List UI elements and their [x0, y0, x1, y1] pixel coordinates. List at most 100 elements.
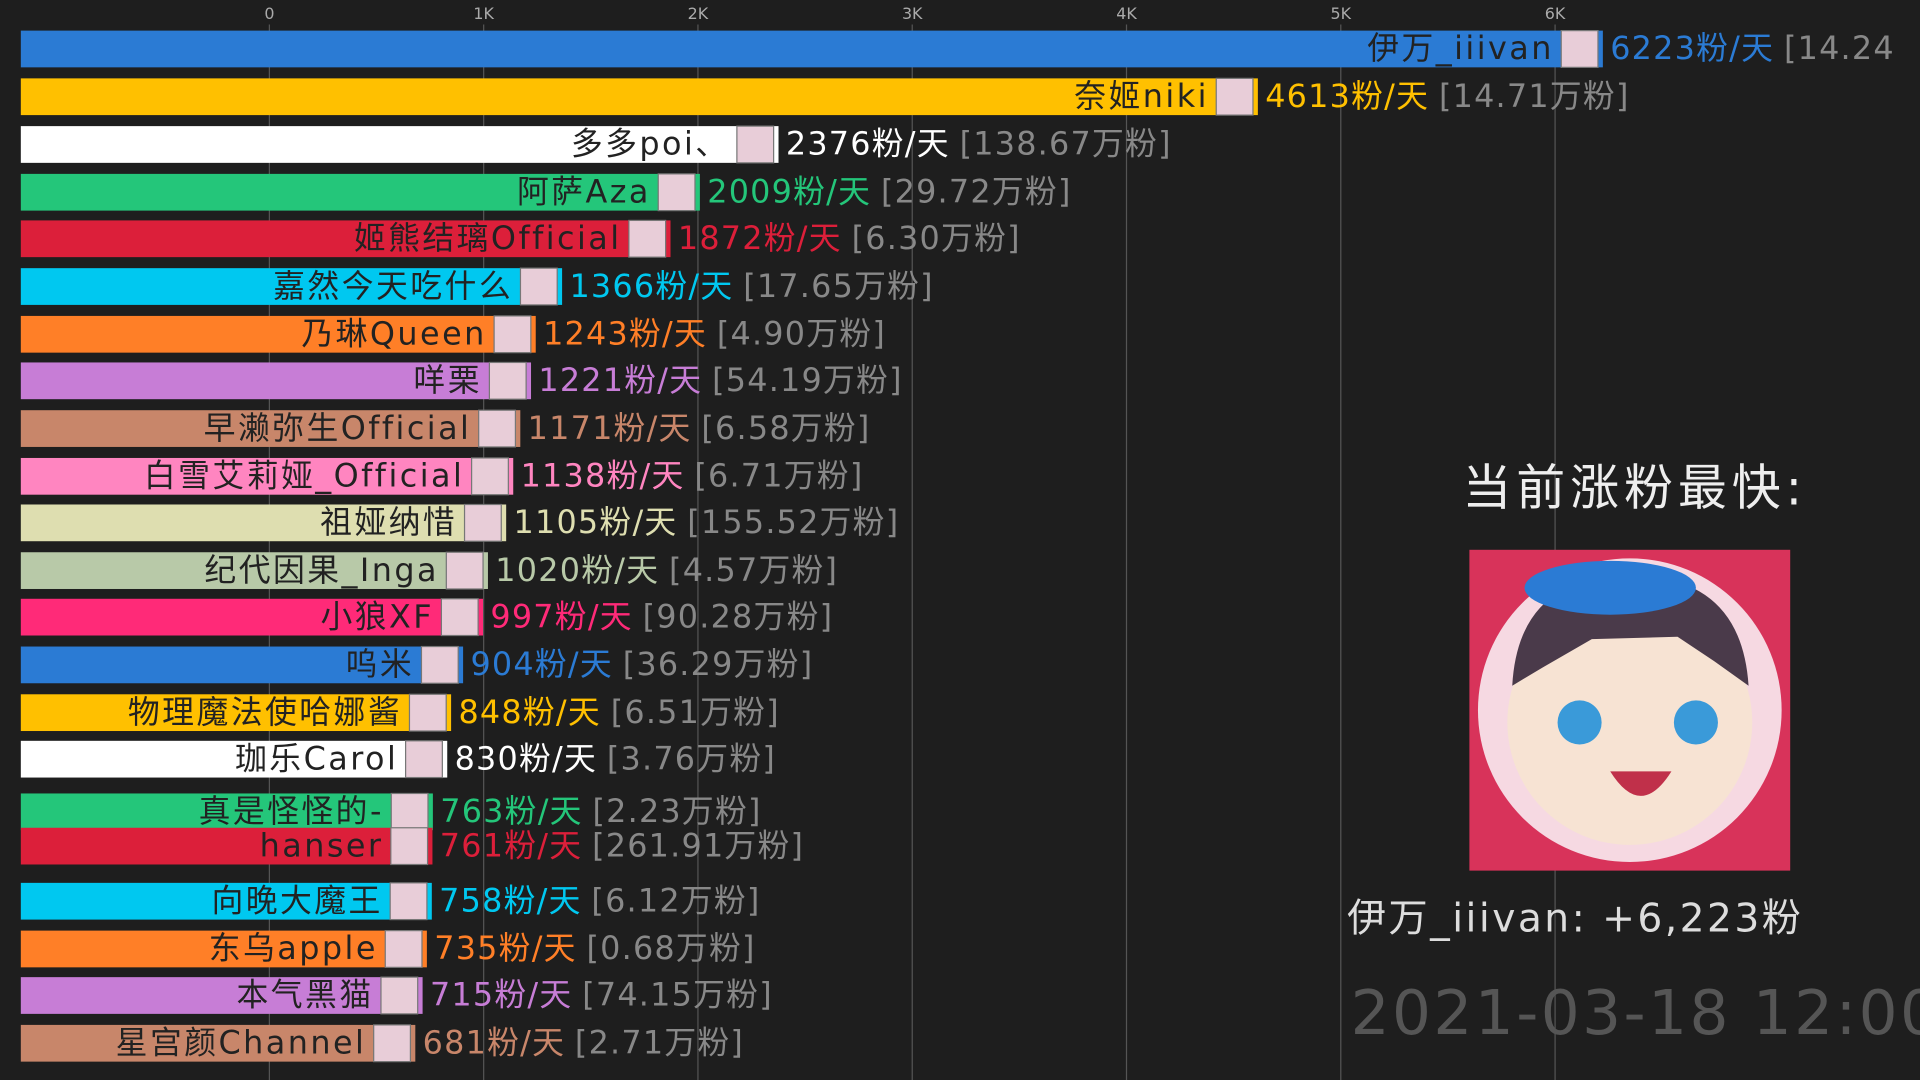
- x-tick-label: 2K: [688, 4, 709, 23]
- value-label: 830粉/天: [455, 739, 597, 777]
- follower-label: [4.90万粉]: [717, 315, 886, 353]
- bar-name: 纪代因果_Inga: [204, 551, 439, 589]
- bar-name: hanser: [260, 826, 384, 864]
- bar: [20, 1024, 416, 1062]
- bar: [20, 646, 464, 684]
- bar-name: 嘉然今天吃什么: [273, 267, 513, 305]
- date: 2021-03-18 12:00: [1351, 978, 1920, 1049]
- value-label: 1366粉/天: [569, 267, 733, 305]
- bar: [20, 457, 514, 495]
- bar: [20, 362, 532, 400]
- bar: [20, 268, 563, 305]
- value-label: 1243粉/天: [543, 315, 707, 353]
- bar-name: 星宫颜Channel: [116, 1023, 367, 1061]
- bar: [20, 793, 433, 831]
- x-tick-label: 4K: [1116, 4, 1137, 23]
- leader-caption: 伊万_iiivan: +6,223粉: [1347, 896, 1803, 941]
- follower-label: [14.71万粉]: [1439, 77, 1630, 115]
- bar-avatar: [657, 173, 696, 212]
- follower-label: [155.52万粉]: [687, 503, 899, 541]
- bar: [20, 220, 671, 258]
- bar-name: 姬熊结璃Official: [354, 219, 622, 257]
- bar-name: 伊万_iiivan: [1367, 29, 1554, 67]
- bar: [20, 740, 448, 778]
- bar-name: 多多poi、: [571, 125, 730, 163]
- bar: [20, 173, 700, 211]
- bar-avatar: [493, 315, 532, 354]
- bar: [20, 882, 432, 920]
- follower-label: [54.19万粉]: [712, 361, 903, 399]
- follower-label: [74.15万粉]: [582, 976, 773, 1014]
- bar-name: 奈姬niki: [1074, 77, 1209, 115]
- bars: 伊万_iiivan 6223粉/天 [14.24 奈姬niki 4613粉/天 [14.7…: [20, 29, 1895, 1063]
- bar: [20, 598, 484, 636]
- value-label: 1105粉/天: [514, 503, 678, 541]
- bar: [20, 30, 1603, 68]
- follower-label: [2.23万粉]: [593, 792, 762, 830]
- follower-label: [2.71万粉]: [575, 1023, 744, 1061]
- bar-name: 祖娅纳惜: [320, 503, 457, 541]
- bar-avatar: [440, 598, 479, 637]
- follower-label: [6.58万粉]: [701, 409, 870, 447]
- x-tick-label: 1K: [473, 4, 494, 23]
- bar-avatar: [736, 125, 775, 164]
- bar: [20, 410, 521, 447]
- bar-name: 珈乐Carol: [235, 739, 398, 777]
- bar-name: 小狼XF: [320, 597, 434, 635]
- avatar-eye: [1673, 700, 1718, 745]
- bar-name: 本气黑猫: [237, 976, 374, 1014]
- x-tick-label: 5K: [1331, 4, 1352, 23]
- value-label: 4613粉/天: [1265, 77, 1429, 115]
- value-label: 904粉/天: [470, 645, 612, 683]
- bar-name: 东乌apple: [209, 929, 378, 967]
- bar-avatar: [488, 361, 527, 400]
- bar-name: 乃琳Queen: [301, 315, 486, 353]
- bar-name: 早濑弥生Official: [204, 409, 472, 447]
- value-label: 715粉/天: [430, 976, 572, 1014]
- value-label: 758粉/天: [439, 881, 581, 919]
- value-label: 681粉/天: [423, 1023, 565, 1061]
- value-label: 735粉/天: [434, 929, 576, 967]
- follower-label: [4.57万粉]: [669, 551, 838, 589]
- follower-label: [90.28万粉]: [643, 597, 834, 635]
- value-label: 1020粉/天: [495, 551, 659, 589]
- value-label: 763粉/天: [440, 792, 582, 830]
- bar-name: 物理魔法使哈娜酱: [128, 693, 402, 731]
- bar-avatar: [404, 740, 443, 779]
- value-label: 997粉/天: [490, 597, 632, 635]
- bar-avatar: [1560, 30, 1599, 68]
- value-label: 2009粉/天: [707, 172, 871, 210]
- bar-avatar: [470, 457, 509, 496]
- value-label: 1872粉/天: [678, 219, 842, 257]
- bar: [20, 504, 507, 542]
- leader-avatar: [1469, 549, 1791, 871]
- bar-avatar: [445, 551, 484, 590]
- x-tick-label: 6K: [1545, 4, 1566, 23]
- follower-label: [14.24: [1784, 29, 1895, 67]
- bar: [20, 78, 1258, 116]
- follower-label: [29.72万粉]: [881, 172, 1072, 210]
- follower-label: [6.51万粉]: [611, 693, 780, 731]
- follower-label: [3.76万粉]: [607, 739, 776, 777]
- x-tick-label: 3K: [902, 4, 923, 23]
- bar-avatar: [478, 409, 517, 448]
- bar-avatar: [463, 503, 502, 542]
- follower-label: [138.67万粉]: [960, 125, 1172, 163]
- bar: [20, 126, 779, 163]
- bar: [20, 977, 423, 1014]
- follower-label: [6.12万粉]: [591, 881, 760, 919]
- follower-label: [6.71万粉]: [694, 457, 863, 495]
- leader-heading: 当前涨粉最快:: [1462, 460, 1807, 517]
- bar-avatar: [519, 267, 558, 306]
- bar-avatar: [380, 976, 419, 1015]
- value-label: 1138粉/天: [521, 457, 685, 495]
- bar-avatar: [373, 1024, 412, 1063]
- bar: [20, 694, 452, 732]
- bar-avatar: [390, 792, 429, 831]
- value-label: 6223粉/天: [1610, 29, 1774, 67]
- bar-avatar: [389, 882, 428, 921]
- avatar-mouth: [1610, 771, 1672, 796]
- bar-avatar: [390, 827, 429, 866]
- bar-name: 阿萨Aza: [517, 172, 651, 210]
